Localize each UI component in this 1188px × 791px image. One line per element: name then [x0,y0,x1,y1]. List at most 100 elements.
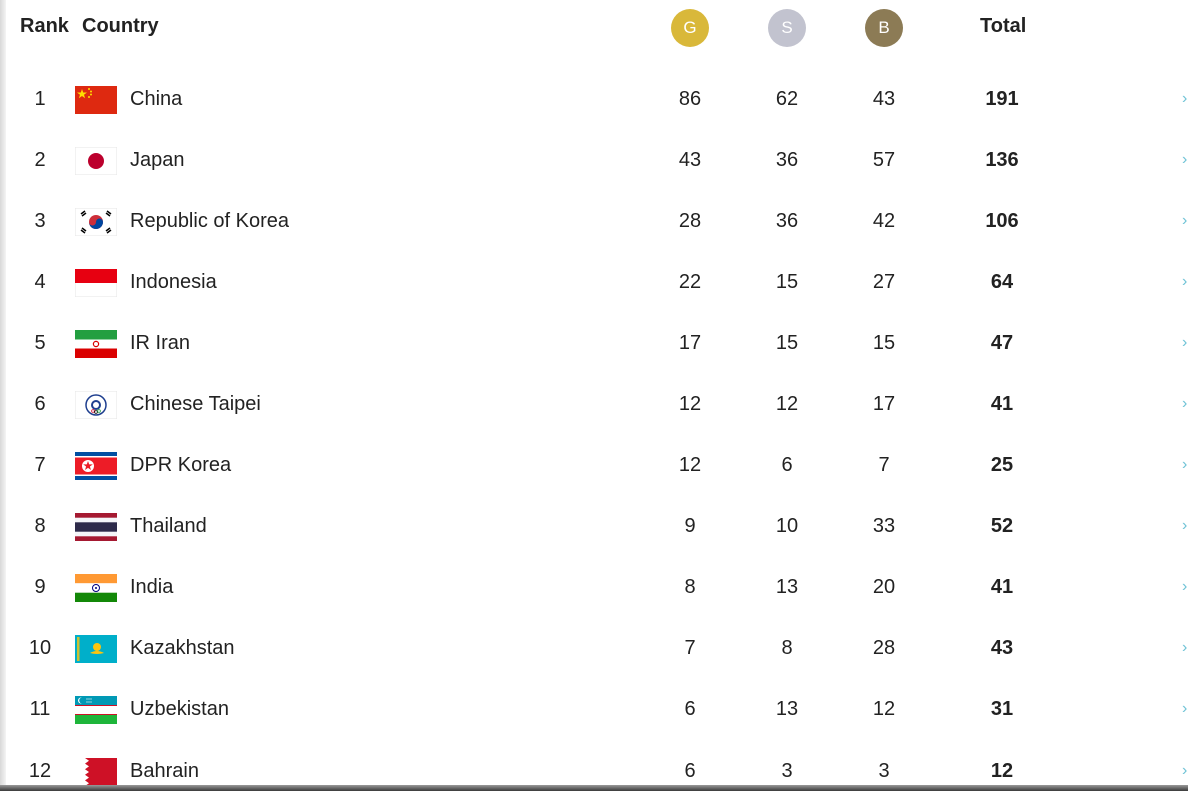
rank-cell: 2 [34,149,46,171]
gold-count: 6 [684,698,696,720]
gold-count: 86 [678,88,702,110]
silver-count: 15 [775,332,799,354]
row-expand-icon[interactable]: › [1182,762,1188,779]
table-row[interactable]: 1 China 86 62 43 191 › [6,69,1188,130]
bronze-count: 17 [872,393,896,415]
row-expand-icon[interactable]: › [1182,334,1188,351]
table-row[interactable]: 6 Chinese Taipei 12 12 17 41 › [6,374,1188,435]
silver-count: 62 [775,88,799,110]
gold-medal-header[interactable]: G [671,9,709,47]
silver-count: 13 [775,698,799,720]
rank-header[interactable]: Rank [20,15,69,37]
total-count: 31 [990,698,1014,720]
table-row[interactable]: 12 Bahrain 6 3 3 12 › [6,741,1188,785]
table-header: Rank Country G S B Total [6,0,1188,56]
silver-count: 15 [775,271,799,293]
row-expand-icon[interactable]: › [1182,639,1188,656]
rank-cell: 11 [29,698,51,720]
indonesia-flag-icon [75,269,117,297]
row-expand-icon[interactable]: › [1182,578,1188,595]
row-expand-icon[interactable]: › [1182,212,1188,229]
kazakhstan-flag-icon [75,635,117,663]
rank-cell: 8 [34,515,46,537]
chinese-taipei-flag-icon [75,391,117,419]
table-row[interactable]: 11 Uzbekistan 6 13 12 31 › [6,679,1188,740]
rank-cell: 3 [34,210,46,232]
country-name[interactable]: IR Iran [130,332,191,354]
total-count: 41 [990,576,1014,598]
rank-cell: 7 [34,454,46,476]
row-expand-icon[interactable]: › [1182,90,1188,107]
table-row[interactable]: 7 DPR Korea 12 6 7 25 › [6,435,1188,496]
country-name[interactable]: China [130,88,183,110]
table-row[interactable]: 5 IR Iran 17 15 15 47 › [6,313,1188,374]
row-expand-icon[interactable]: › [1182,517,1188,534]
bronze-count: 20 [872,576,896,598]
country-name[interactable]: DPR Korea [130,454,232,476]
country-name[interactable]: Kazakhstan [130,637,235,659]
rank-cell: 10 [28,637,52,659]
rank-cell: 9 [34,576,46,598]
rank-cell: 6 [34,393,46,415]
total-count: 64 [990,271,1014,293]
bahrain-flag-icon [75,758,117,785]
bronze-medal-header[interactable]: B [865,9,903,47]
table-row[interactable]: 3 Republic of Korea 28 36 42 106 › [6,191,1188,252]
gold-count: 12 [678,393,702,415]
gold-count: 43 [678,149,702,171]
country-name[interactable]: Uzbekistan [130,698,229,720]
total-count: 43 [990,637,1014,659]
total-count: 106 [985,210,1019,232]
rank-cell: 1 [34,88,46,110]
table-row[interactable]: 9 India 8 13 20 41 › [6,557,1188,618]
row-expand-icon[interactable]: › [1182,700,1188,717]
japan-flag-icon [75,147,117,175]
korea-flag-icon [75,208,117,236]
silver-count: 36 [775,149,799,171]
country-name[interactable]: India [130,576,174,598]
total-header[interactable]: Total [980,15,1027,37]
bronze-count: 33 [872,515,896,537]
country-name[interactable]: Chinese Taipei [130,393,261,415]
thailand-flag-icon [75,513,117,541]
country-header[interactable]: Country [82,15,159,37]
medal-table: Rank Country G S B Total 1 China 86 62 4… [6,0,1188,785]
silver-count: 6 [781,454,793,476]
bronze-count: 7 [878,454,890,476]
country-name[interactable]: Japan [130,149,185,171]
total-count: 52 [990,515,1014,537]
table-row[interactable]: 2 Japan 43 36 57 136 › [6,130,1188,191]
row-expand-icon[interactable]: › [1182,395,1188,412]
row-expand-icon[interactable]: › [1182,273,1188,290]
bronze-count: 57 [872,149,896,171]
country-name[interactable]: Bahrain [130,760,199,782]
rank-cell: 5 [34,332,46,354]
table-row[interactable]: 4 Indonesia 22 15 27 64 › [6,252,1188,313]
total-count: 41 [990,393,1014,415]
gold-count: 28 [678,210,702,232]
bronze-count: 28 [872,637,896,659]
table-row[interactable]: 8 Thailand 9 10 33 52 › [6,496,1188,557]
total-count: 25 [990,454,1014,476]
silver-count: 36 [775,210,799,232]
country-name[interactable]: Indonesia [130,271,217,293]
row-expand-icon[interactable]: › [1182,151,1188,168]
country-name[interactable]: Thailand [130,515,207,537]
country-name[interactable]: Republic of Korea [130,210,289,232]
gold-count: 7 [684,637,696,659]
silver-count: 12 [775,393,799,415]
iran-flag-icon [75,330,117,358]
total-count: 47 [990,332,1014,354]
rank-cell: 4 [34,271,46,293]
uzbekistan-flag-icon [75,696,117,724]
total-count: 12 [990,760,1014,782]
silver-medal-header[interactable]: S [768,9,806,47]
bronze-count: 12 [872,698,896,720]
row-expand-icon[interactable]: › [1182,456,1188,473]
silver-count: 3 [781,760,793,782]
table-row[interactable]: 10 Kazakhstan 7 8 28 43 › [6,618,1188,679]
gold-count: 6 [684,760,696,782]
window-left-edge [0,0,6,791]
bronze-count: 15 [872,332,896,354]
gold-count: 22 [678,271,702,293]
